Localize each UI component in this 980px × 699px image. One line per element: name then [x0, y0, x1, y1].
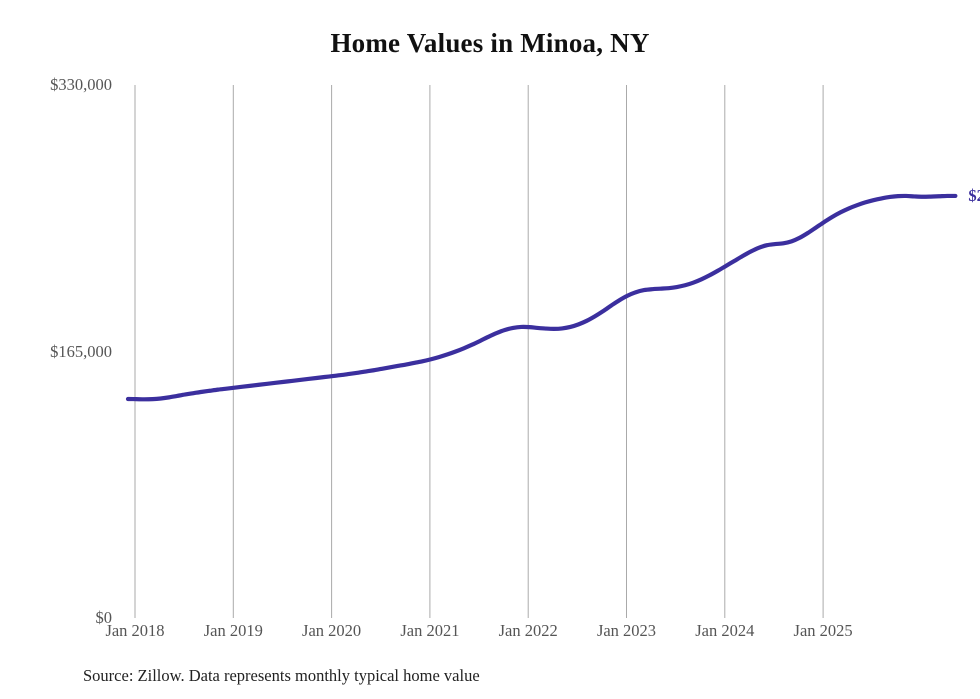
chart-title: Home Values in Minoa, NY — [330, 28, 650, 58]
x-axis-tick-label: Jan 2024 — [695, 621, 755, 640]
source-note: Source: Zillow. Data represents monthly … — [83, 666, 480, 685]
x-axis-tick-label: Jan 2022 — [498, 621, 558, 640]
x-axis-tick-label: Jan 2020 — [302, 621, 362, 640]
end-value-annotation: $261,317 — [968, 185, 980, 205]
gridline-group — [134, 85, 824, 618]
x-axis-tick-label: Jan 2023 — [596, 621, 657, 640]
value-line-series — [125, 193, 958, 402]
y-axis-tick-label: $330,000 — [50, 75, 112, 94]
y-axis-tick-label: $0 — [95, 608, 113, 627]
x-axis-tick-label: Jan 2018 — [105, 621, 165, 640]
x-axis-tick-label: Jan 2019 — [203, 621, 263, 640]
x-axis-tick-label: Jan 2021 — [400, 621, 460, 640]
x-axis-tick-label: Jan 2025 — [793, 621, 853, 640]
y-axis-tick-label: $165,000 — [50, 341, 112, 361]
